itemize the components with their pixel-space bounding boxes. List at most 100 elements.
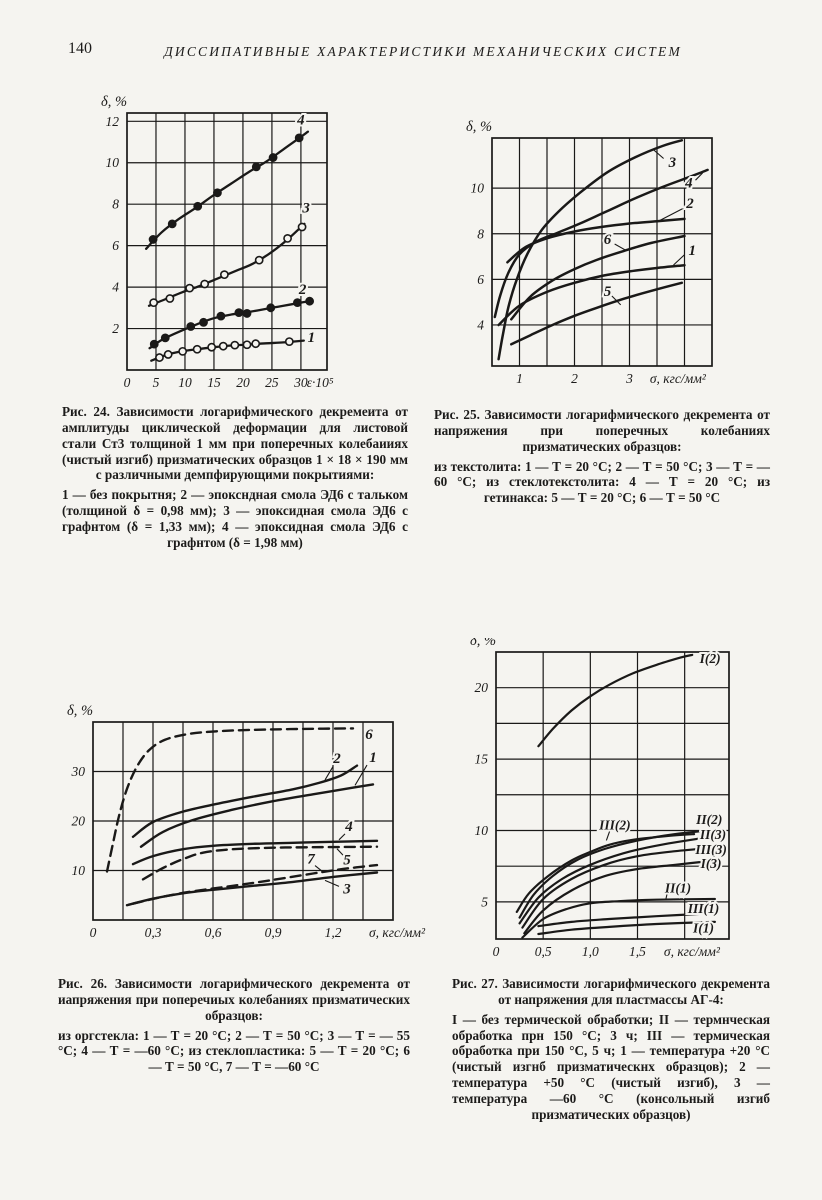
- curve-4: [493, 168, 709, 319]
- figure-25-caption-title: Рис. 25. Зависимости логарифмического де…: [434, 407, 770, 454]
- running-title: ДИССИПАТИВНЫЕ ХАРАКТЕРИСТИКИ МЕХАНИЧЕСКИ…: [164, 44, 682, 59]
- curve-label-5: 5: [604, 284, 612, 300]
- curve-II(2): [518, 828, 716, 919]
- figure-24-caption-title: Рис. 24. Зависимости логарифмического де…: [62, 404, 408, 483]
- curve-label-II(3): II(3): [699, 827, 726, 842]
- data-point-open: [155, 353, 164, 362]
- data-point-open: [192, 344, 202, 354]
- data-point-filled: [148, 235, 158, 244]
- curve-label-leader: [659, 207, 684, 222]
- data-point-filled: [216, 311, 226, 321]
- data-point-filled: [186, 322, 196, 331]
- curve-I(1): [537, 920, 716, 936]
- axis-tick-label: 5: [481, 894, 488, 909]
- data-point-open: [163, 350, 173, 359]
- curve-label-II(2): II(2): [695, 812, 722, 827]
- figure-25-chart: 1 2 3 4 6 8 10 δ, % σ, кгс/мм² 3 4 2 6 1 5: [435, 113, 767, 406]
- curve-label-leader: [614, 243, 626, 251]
- axis-tick-label: 0: [124, 375, 131, 390]
- curve-label-leader: [336, 848, 344, 856]
- data-point-open: [165, 294, 175, 303]
- curve-2: [506, 217, 686, 264]
- axis-tick-label: 8: [477, 226, 484, 241]
- data-point-filled: [293, 298, 302, 308]
- curve-5: [510, 281, 684, 346]
- curve-4: [144, 130, 310, 250]
- plot-frame: [92, 721, 394, 921]
- y-axis-label: δ, %: [470, 638, 496, 649]
- data-point-filled: [266, 303, 276, 313]
- axis-tick-label: 30: [293, 375, 308, 390]
- data-point-filled: [268, 153, 278, 162]
- figure-24-chart: 0 5 10 15 20 25 30 2 4 6 8 10 12 δ, % ε·10⁵ 4 3 2 1: [75, 93, 405, 400]
- axis-tick-label: 5: [153, 375, 160, 390]
- data-point-filled: [193, 201, 203, 211]
- curve-label-1: 1: [308, 330, 316, 346]
- curve-label-1: 1: [369, 750, 377, 766]
- curve-label-3: 3: [668, 155, 677, 171]
- chart-canvas: 0 0,5 1,0 1,5 5 10 15 20 δ, % σ, кгс/мм² I(2) II(2)…: [470, 633, 730, 959]
- data-point-filled: [160, 333, 170, 343]
- axis-tick-label: 6: [477, 272, 484, 287]
- axis-tick-label: 20: [236, 375, 250, 390]
- axis-tick-label: 0,9: [265, 925, 282, 940]
- curve-label-II(1): II(1): [664, 880, 691, 895]
- curve-4: [131, 839, 379, 866]
- axis-tick-label: 10: [106, 155, 120, 170]
- curve-I(2): [537, 653, 694, 748]
- curve-I(3): [523, 859, 716, 935]
- curve-label-leader: [324, 879, 340, 887]
- curve-label-3: 3: [301, 200, 310, 216]
- data-point-filled: [251, 162, 261, 172]
- curve-label-5: 5: [343, 853, 351, 869]
- curve-1: [139, 783, 375, 848]
- y-axis-label: δ, %: [466, 119, 492, 135]
- axis-tick-label: 20: [475, 680, 489, 695]
- chart-canvas: 0 0,3 0,6 0,9 1,2 10 20 30 δ, % σ, кгс/мм² 6 2 1 4 5 7 3: [67, 703, 426, 940]
- curve-label-4: 4: [344, 819, 353, 835]
- chart-canvas: 0 5 10 15 20 25 30 2 4 6 8 10 12 δ, % ε·10⁵ 4 3 2 1: [101, 94, 334, 390]
- axis-tick-label: 0,5: [535, 944, 552, 959]
- data-point-filled: [305, 296, 315, 306]
- curve-label-III(3): III(3): [694, 842, 727, 857]
- curve-label-leader: [665, 891, 669, 900]
- axis-tick-label: 10: [471, 181, 485, 196]
- axis-tick-label: 1,0: [582, 944, 599, 959]
- curve-6: [510, 234, 686, 321]
- axis-tick-label: 1,5: [629, 944, 646, 959]
- axis-tick-label: 2: [112, 321, 119, 336]
- curve-III(2): [515, 833, 696, 913]
- curve-label-4: 4: [684, 176, 693, 192]
- curve-label-leader: [611, 295, 622, 306]
- axis-tick-label: 4: [112, 280, 119, 295]
- curve-label-2: 2: [685, 196, 694, 212]
- axis-tick-label: 0: [90, 925, 97, 940]
- curve-label-I(3): I(3): [700, 856, 722, 871]
- data-point-filled: [234, 308, 244, 317]
- plot-frame: [495, 651, 730, 940]
- axis-tick-label: 6: [112, 238, 119, 253]
- x-axis-label: σ, кгс/мм²: [650, 371, 707, 386]
- plot-frame: [126, 112, 328, 371]
- curve-label-2: 2: [332, 751, 341, 767]
- plot-frame: [491, 137, 713, 367]
- curve-3: [497, 139, 684, 361]
- axis-tick-label: 2: [571, 371, 578, 386]
- x-axis-label: ε·10⁵: [307, 375, 334, 390]
- data-point-open: [219, 270, 229, 280]
- curve-1: [497, 263, 686, 327]
- axis-tick-label: 20: [72, 814, 86, 829]
- curve-label-1: 1: [688, 243, 696, 259]
- axis-tick-label: 10: [72, 863, 86, 878]
- curve-III(3): [521, 846, 716, 929]
- data-point-open: [254, 255, 264, 265]
- curve-label-6: 6: [365, 727, 373, 743]
- figure-27-chart: 0 0,5 1,0 1,5 5 10 15 20 δ, % σ, кгс/мм² I(2) II(2)…: [440, 633, 772, 977]
- figure-26-chart: 0 0,3 0,6 0,9 1,2 10 20 30 δ, % σ, кгс/мм² 6 2 1 4 5 7 3: [60, 690, 458, 967]
- page-number: 140: [68, 40, 92, 57]
- axis-tick-label: 8: [112, 197, 119, 212]
- data-point-open: [251, 339, 261, 349]
- data-point-open: [283, 233, 292, 243]
- axis-tick-label: 3: [625, 371, 633, 386]
